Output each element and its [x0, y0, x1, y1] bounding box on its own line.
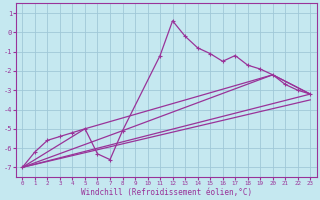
X-axis label: Windchill (Refroidissement éolien,°C): Windchill (Refroidissement éolien,°C): [81, 188, 252, 197]
